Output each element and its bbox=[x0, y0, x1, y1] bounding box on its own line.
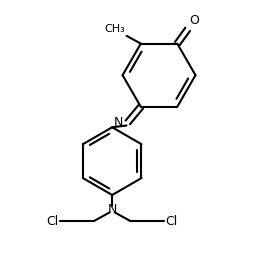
Text: Cl: Cl bbox=[165, 215, 178, 227]
Text: Cl: Cl bbox=[47, 215, 59, 227]
Text: O: O bbox=[189, 14, 199, 27]
Text: CH₃: CH₃ bbox=[105, 24, 125, 34]
Text: N: N bbox=[107, 203, 117, 216]
Text: N: N bbox=[114, 116, 123, 130]
